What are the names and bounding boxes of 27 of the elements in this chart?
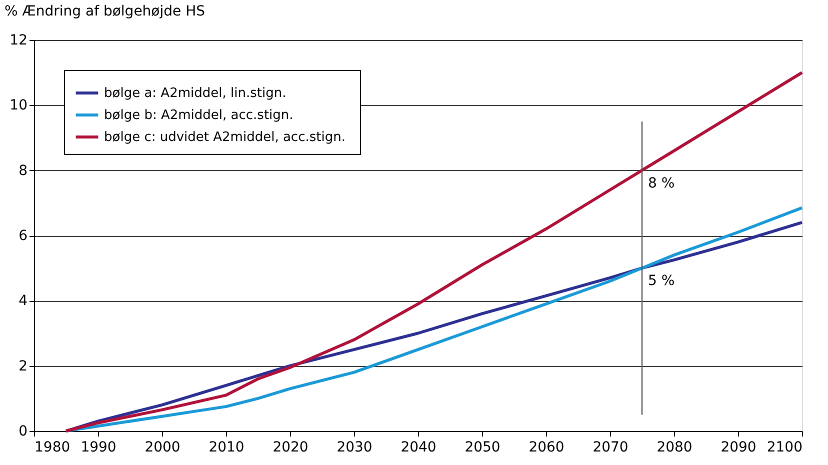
x-tick-label: 2030 — [336, 440, 372, 456]
y-tick-label: 4 — [18, 293, 28, 310]
y-tick-label: 8 — [18, 162, 28, 179]
x-tick-label: 2060 — [528, 440, 564, 456]
y-tick-label: 12 — [10, 32, 28, 48]
x-tick-label: 2100 — [766, 440, 802, 456]
line-series — [64, 71, 804, 432]
x-tick-label: 2090 — [720, 440, 756, 456]
y-tick-label: 6 — [18, 228, 28, 244]
y-axis-title: % Ændring af bølgehøjde HS — [4, 4, 206, 20]
x-tick-label: 2020 — [272, 440, 308, 456]
annotation: 8 % — [648, 175, 675, 192]
y-tick-label: 2 — [18, 358, 28, 374]
annotation: 5 % — [648, 273, 675, 290]
y-tick-label: 0 — [18, 424, 28, 440]
x-tick-label: 1980 — [34, 440, 70, 456]
x-tick-label: 2050 — [464, 440, 500, 456]
x-tick-label: 2000 — [144, 440, 180, 456]
legend-label: bølge a: A2middel, lin.stign. — [104, 86, 286, 101]
x-tick-label: 2040 — [400, 440, 436, 456]
x-tick-label: 2070 — [592, 440, 628, 456]
legend-label: bølge b: A2middel, acc.stign. — [104, 108, 294, 123]
x-tick-label: 1990 — [80, 440, 116, 456]
y-tick-label: 10 — [10, 98, 28, 114]
x-tick-label: 2010 — [208, 440, 244, 456]
legend-label: bølge c: udvidet A2middel, acc.stign. — [104, 130, 346, 145]
x-tick-label: 2080 — [656, 440, 692, 456]
